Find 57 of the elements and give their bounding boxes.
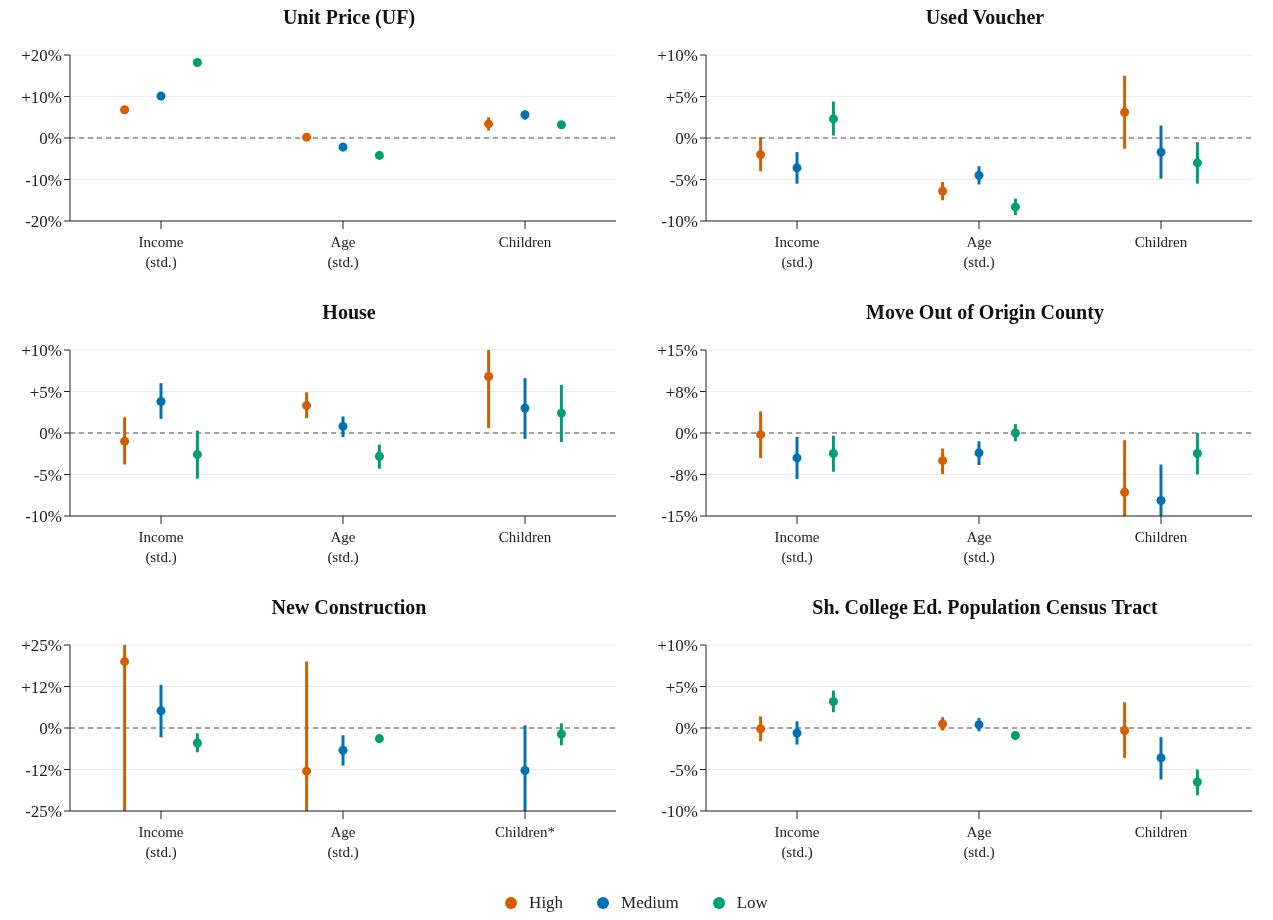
y-tick-label: 0% bbox=[675, 424, 698, 444]
y-tick-label: 0% bbox=[39, 424, 62, 444]
y-tick-label: -5% bbox=[33, 465, 62, 485]
y-tick-label: +10% bbox=[657, 46, 698, 66]
x-tick-label: Income (std.) bbox=[138, 824, 184, 861]
y-tick-label: -20% bbox=[25, 212, 62, 232]
y-tick-label: 0% bbox=[675, 129, 698, 149]
x-tick-label: Age (std.) bbox=[963, 824, 995, 861]
y-tick-label: +5% bbox=[29, 382, 62, 402]
x-tick-label: Age (std.) bbox=[327, 234, 359, 271]
y-tick-label: +5% bbox=[665, 677, 698, 697]
legend-label: High bbox=[529, 893, 564, 913]
y-tick-label: -10% bbox=[25, 507, 62, 527]
y-tick-label: +10% bbox=[21, 87, 62, 107]
x-tick-label: Children bbox=[498, 234, 552, 250]
y-tick-label: -5% bbox=[669, 760, 698, 780]
x-tick-label: Age (std.) bbox=[327, 824, 359, 861]
y-tick-label: -10% bbox=[25, 170, 62, 190]
y-tick-label: 0% bbox=[39, 129, 62, 149]
y-tick-label: +10% bbox=[657, 636, 698, 656]
y-tick-label: +15% bbox=[657, 341, 698, 361]
y-tick-label: -8% bbox=[669, 465, 698, 485]
x-tick-label: Age (std.) bbox=[327, 529, 359, 566]
x-tick-label: Children bbox=[1134, 824, 1188, 840]
chart-title: Used Voucher bbox=[924, 6, 1046, 29]
x-tick-label: Children bbox=[1134, 234, 1188, 250]
chart-title: New Construction bbox=[270, 596, 428, 619]
chart-title: House bbox=[321, 301, 377, 324]
y-tick-label: -10% bbox=[661, 802, 698, 822]
y-tick-label: -10% bbox=[661, 212, 698, 232]
x-tick-label: Age (std.) bbox=[963, 529, 995, 566]
legend-label: Low bbox=[736, 893, 768, 913]
y-tick-label: 0% bbox=[675, 719, 698, 739]
y-tick-label: +20% bbox=[21, 46, 62, 66]
y-tick-label: +5% bbox=[665, 87, 698, 107]
y-tick-label: +8% bbox=[665, 382, 698, 402]
y-tick-label: -25% bbox=[25, 802, 62, 822]
chart-title: Unit Price (UF) bbox=[281, 6, 417, 29]
x-tick-label: Children bbox=[1134, 529, 1188, 545]
y-tick-label: 0% bbox=[39, 719, 62, 739]
y-tick-label: -12% bbox=[25, 760, 62, 780]
y-tick-label: +10% bbox=[21, 341, 62, 361]
x-tick-label: Income (std.) bbox=[774, 824, 820, 861]
x-tick-label: Income (std.) bbox=[774, 234, 820, 271]
chart-title: Move Out of Origin County bbox=[865, 301, 1105, 324]
x-tick-label: Income (std.) bbox=[138, 234, 184, 271]
x-tick-label: Income (std.) bbox=[774, 529, 820, 566]
y-tick-label: +25% bbox=[21, 636, 62, 656]
x-tick-label: Children* bbox=[495, 824, 555, 840]
chart-title: Sh. College Ed. Population Census Tract bbox=[811, 596, 1159, 619]
y-tick-label: -5% bbox=[669, 170, 698, 190]
legend-label: Medium bbox=[621, 893, 679, 913]
y-tick-label: -15% bbox=[661, 507, 698, 527]
x-tick-label: Income (std.) bbox=[138, 529, 184, 566]
x-tick-label: Children bbox=[498, 529, 552, 545]
y-tick-label: +12% bbox=[21, 677, 62, 697]
x-tick-label: Age (std.) bbox=[963, 234, 995, 271]
